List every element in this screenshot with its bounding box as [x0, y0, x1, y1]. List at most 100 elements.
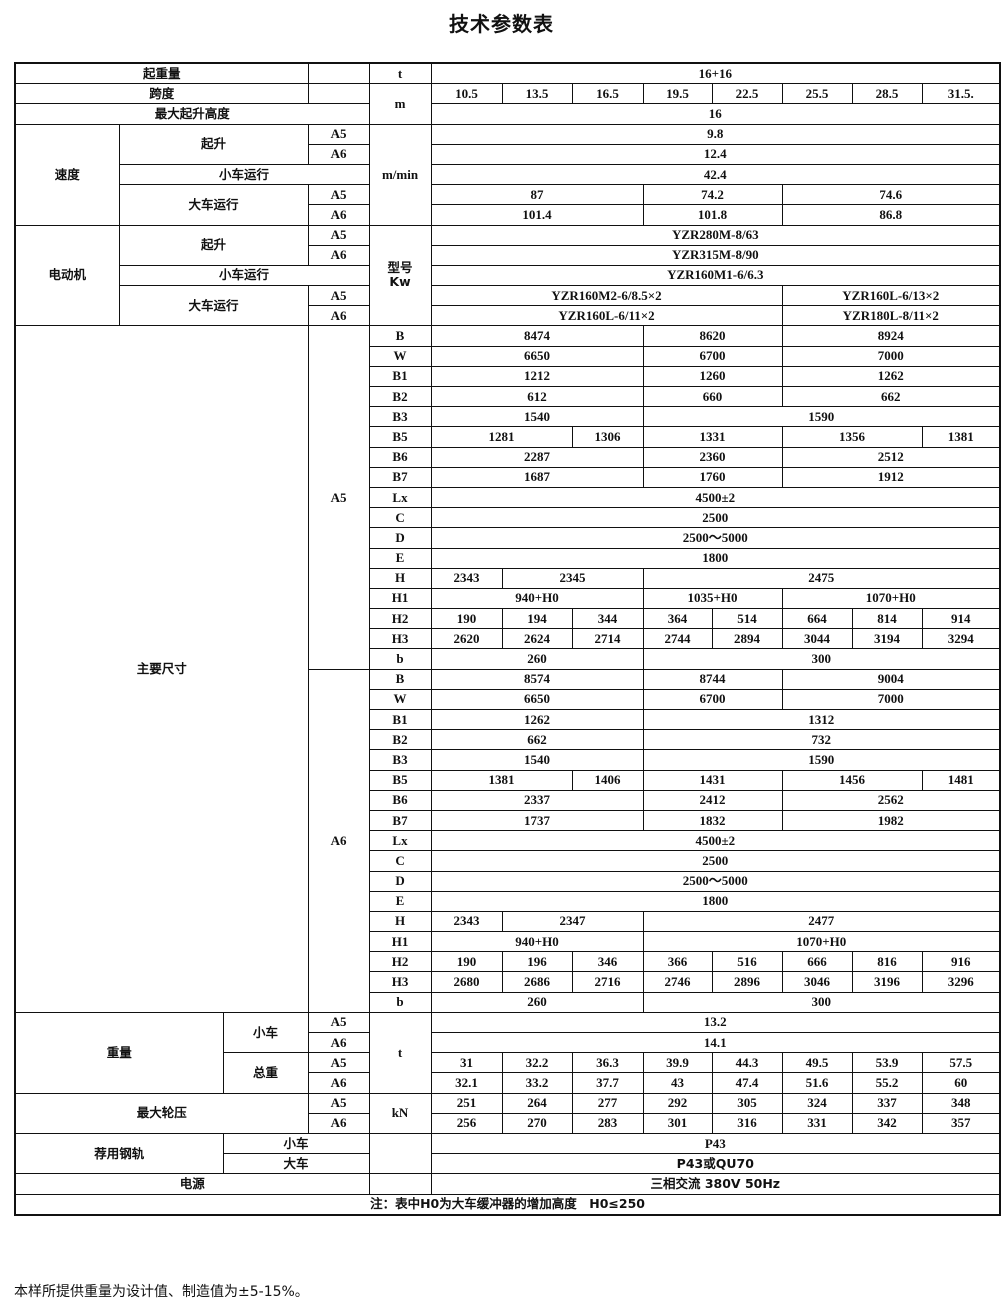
table-cell: 8574	[430, 668, 644, 690]
table-row: 速度 起升 A5 m/min 9.8	[14, 123, 1001, 226]
table-cell: 1590	[642, 749, 1001, 771]
table-cell: 电动机	[14, 224, 120, 327]
table-cell: P43	[430, 1132, 1001, 1155]
table-cell: H1	[368, 931, 432, 953]
table-cell: 1406	[571, 769, 644, 791]
table-cell: 31.5.	[921, 83, 1001, 105]
table-cell: 7000	[781, 345, 1001, 367]
table-cell: 2624	[501, 628, 573, 650]
table-cell: 1260	[642, 365, 783, 388]
table-cell: m/min	[368, 123, 432, 226]
table-row: A6 B 8574 8744 9004	[15, 668, 1001, 1013]
table-cell: 348	[921, 1092, 1001, 1114]
table-cell: 612	[430, 385, 644, 408]
table-cell: 2562	[781, 789, 1001, 811]
table-cell: 251	[430, 1092, 503, 1114]
table-cell: 300	[642, 991, 1001, 1013]
table-cell: 292	[642, 1092, 713, 1114]
table-cell: YZR280M-8/63	[430, 224, 1001, 246]
table-cell: 74.2	[642, 184, 783, 206]
table-cell: 2714	[571, 628, 644, 650]
table-cell: 194	[501, 608, 573, 630]
table-row: 最大起升高度 16	[14, 103, 1001, 125]
table-cell: 3296	[921, 971, 1001, 993]
table-cell: 74.6	[781, 184, 1001, 206]
table-cell: 2746	[642, 971, 713, 993]
table-cell: b	[368, 991, 432, 1013]
table-cell: 1912	[781, 466, 1001, 488]
table-cell: 8744	[642, 668, 783, 690]
table-cell: 22.5	[711, 83, 783, 105]
table-cell: YZR160M2-6/8.5×2	[430, 285, 783, 307]
table-cell: 2343	[430, 910, 503, 933]
table-cell: A6	[307, 1072, 370, 1094]
table-cell: B7	[368, 809, 432, 832]
table-cell: 1800	[430, 890, 1001, 912]
table-cell: 940+H0	[430, 587, 644, 610]
table-cell: 型号 Kw	[368, 224, 432, 327]
table-cell: 1540	[430, 749, 644, 771]
table-cell: 三相交流 380V 50Hz	[430, 1173, 1001, 1195]
table-cell: B1	[368, 365, 432, 388]
table-row: 起重量 t 16+16	[14, 62, 1001, 85]
table-cell: 6700	[642, 688, 783, 711]
table-cell: t	[368, 1011, 432, 1094]
table-cell: 44.3	[711, 1052, 783, 1074]
table-cell: kN	[368, 1092, 432, 1134]
table-cell: 816	[851, 951, 923, 973]
table-cell: A5	[307, 1092, 370, 1114]
table-row: B7 1687 1760 1912	[15, 466, 1001, 488]
table-cell: 1035+H0	[642, 587, 783, 610]
table-cell: 3046	[781, 971, 853, 993]
table-cell: 283	[571, 1112, 644, 1134]
table-cell: 1590	[642, 406, 1001, 428]
table-cell: 1381	[430, 769, 573, 791]
table-cell: 324	[781, 1092, 853, 1114]
technical-parameters-table: 起重量 t 16+16 跨度 m 10.5 13.5 16.5 19.5 22.5 25.5 28.5…	[14, 62, 1002, 1216]
table-cell: 1481	[921, 769, 1001, 791]
table-cell: 1312	[642, 708, 1001, 731]
table-cell: 2347	[501, 910, 644, 933]
table-cell: 1331	[642, 426, 783, 448]
table-cell: A6	[307, 1112, 370, 1134]
table-cell: 2680	[430, 971, 503, 993]
table-cell: 277	[571, 1092, 644, 1114]
table-cell	[307, 62, 370, 85]
table-row: H1 940+H0 1070+H0	[15, 931, 1001, 953]
table-cell: 316	[711, 1112, 783, 1134]
table-cell: 1737	[430, 809, 644, 832]
table-cell: 8924	[781, 325, 1001, 347]
table-cell: YZR315M-8/90	[430, 244, 1001, 266]
table-cell: 1687	[430, 466, 644, 488]
table-cell: 6700	[642, 345, 783, 367]
table-row: B2 662 732	[15, 729, 1001, 751]
table-cell: 305	[711, 1092, 783, 1114]
table-cell: 2744	[642, 628, 713, 650]
table-row: B1 1212 1260 1262	[15, 365, 1001, 388]
table-cell: 196	[501, 951, 573, 973]
table-cell: B6	[368, 789, 432, 811]
table-cell: 86.8	[781, 204, 1001, 226]
table-row: 荐用钢轨 小车 P43	[14, 1132, 1001, 1175]
table-cell: 914	[921, 608, 1001, 630]
table-cell: 13.5	[501, 83, 573, 105]
table-cell: H1	[368, 587, 432, 610]
table-cell: 25.5	[781, 83, 853, 105]
table-cell: H2	[368, 951, 432, 973]
table-cell: 366	[642, 951, 713, 973]
table-cell: 2475	[642, 567, 1001, 589]
table-cell: 1982	[781, 809, 1001, 832]
table-cell: 1070+H0	[781, 587, 1001, 610]
table-cell: H	[368, 910, 432, 933]
table-cell: 大车运行	[118, 285, 309, 327]
table-cell: 2345	[501, 567, 644, 589]
table-cell: 1800	[430, 547, 1001, 569]
table-cell: 2716	[571, 971, 644, 993]
page-title: 技术参数表	[449, 12, 554, 36]
table-cell: A6	[307, 244, 370, 266]
table-cell: 1381	[921, 426, 1001, 448]
table-row: 小车运行 42.4	[15, 163, 1001, 186]
table-cell: 1281	[430, 426, 573, 448]
table-cell: 732	[642, 729, 1001, 751]
table-cell: A5	[307, 325, 370, 670]
